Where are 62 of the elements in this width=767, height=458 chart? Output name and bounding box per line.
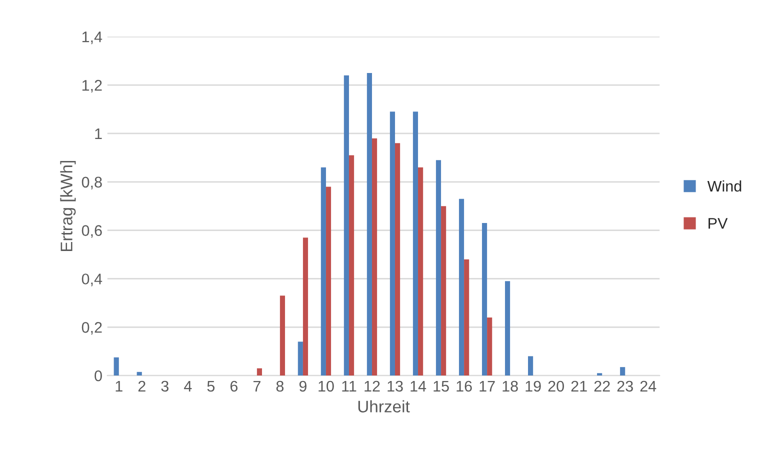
bar — [348, 155, 354, 376]
bar — [302, 238, 308, 376]
x-tick-label: 8 — [276, 380, 284, 392]
x-tick-label: 23 — [617, 380, 633, 392]
x-tick-label: 12 — [364, 380, 380, 392]
x-tick-label: 20 — [548, 380, 564, 392]
bar — [256, 368, 262, 376]
x-axis-title: Uhrzeit — [358, 400, 410, 412]
bar — [114, 357, 119, 376]
bar — [528, 356, 534, 376]
y-tick-label: 1,4 — [82, 32, 102, 44]
bar — [487, 317, 492, 376]
legend-label: Wind — [707, 180, 742, 192]
x-tick-label: 21 — [571, 380, 587, 392]
y-axis-title: Ertrag [kWh] — [60, 160, 76, 252]
x-tick-label: 1 — [116, 380, 122, 392]
x-tick-label: 16 — [456, 380, 472, 392]
x-tick-label: 18 — [502, 380, 518, 392]
x-tick-label: 9 — [299, 380, 306, 392]
x-tick-label: 6 — [230, 380, 238, 392]
bar — [326, 186, 332, 376]
y-tick-label: 1,2 — [82, 80, 102, 93]
bar — [298, 342, 303, 376]
bar — [280, 296, 286, 376]
x-tick-label: 13 — [388, 380, 403, 392]
bar — [620, 367, 626, 376]
bar — [390, 112, 396, 376]
x-tick-label: 14 — [410, 380, 426, 392]
y-tick-label: 1 — [95, 128, 102, 140]
x-tick-label: 2 — [138, 380, 146, 392]
bar — [436, 160, 442, 376]
bar — [482, 223, 488, 376]
x-tick-label: 17 — [480, 380, 495, 392]
y-tick-label: 0,8 — [82, 176, 102, 190]
x-tick-label: 5 — [207, 380, 215, 392]
bar — [395, 143, 400, 376]
bar — [504, 281, 510, 376]
y-tick-label: 0,2 — [82, 322, 102, 335]
x-tick-label: 22 — [594, 380, 610, 392]
bar — [458, 198, 464, 376]
bar — [366, 72, 372, 376]
bar — [320, 167, 326, 376]
y-tick-label: 0 — [94, 370, 102, 382]
y-tick-label: 0,6 — [82, 225, 102, 238]
bar — [136, 372, 142, 376]
x-tick-label: 11 — [342, 380, 356, 392]
bar — [344, 75, 349, 376]
x-tick-label: 3 — [161, 380, 168, 392]
bar — [418, 167, 424, 376]
bar — [441, 206, 446, 376]
legend-label: PV — [708, 218, 728, 229]
bar — [372, 138, 378, 376]
x-tick-label: 10 — [318, 380, 334, 392]
x-tick-label: 19 — [526, 380, 541, 392]
bar — [412, 112, 418, 376]
bar — [597, 373, 602, 376]
bar — [464, 259, 470, 376]
y-tick-label: 0,4 — [82, 274, 102, 286]
x-tick-label: 24 — [640, 380, 656, 392]
x-tick-label: 15 — [434, 380, 449, 392]
x-tick-label: 4 — [184, 380, 192, 392]
x-tick-label: 7 — [253, 380, 260, 392]
